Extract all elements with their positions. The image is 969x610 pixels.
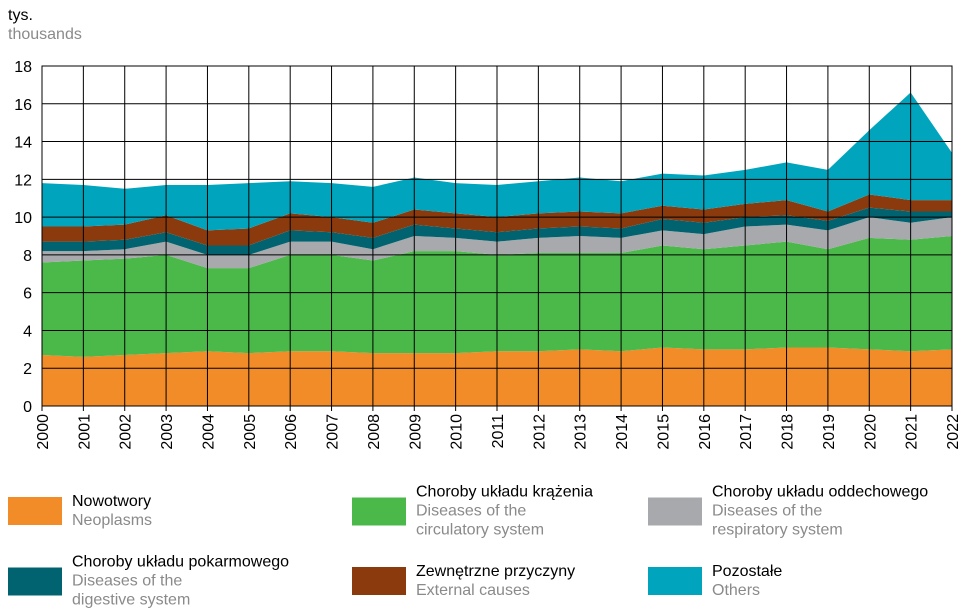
legend-label-en: Others <box>712 582 761 599</box>
legend-swatch <box>648 497 702 525</box>
legend-item: Zewnętrzne przyczyny External causes <box>352 562 581 600</box>
legend-swatch <box>352 567 406 595</box>
legend-label: Choroby układu pokarmowego <box>72 553 290 571</box>
legend-swatch <box>8 497 62 525</box>
chart: tys. thousands 0 2 4 6 8 10 12 14 16 18 2000 2001 20… <box>8 7 962 450</box>
x-tick-label: 2021 <box>904 414 921 450</box>
unit-label-en: thousands <box>8 26 82 43</box>
y-tick-label: 8 <box>23 248 32 265</box>
legend-item: Choroby układu krążenia Diseases of the c… <box>352 483 593 540</box>
x-tick-label: 2022 <box>945 414 962 450</box>
x-tick-label: 2010 <box>449 414 466 450</box>
legend-label: Pozostałe <box>712 563 783 580</box>
area <box>42 92 952 231</box>
y-tick-label: 12 <box>14 172 32 189</box>
x-tick-label: 2011 <box>490 414 507 449</box>
x-tick-label: 2009 <box>407 414 424 450</box>
x-tick-label: 2019 <box>821 414 838 450</box>
plot-border <box>41 65 953 407</box>
legend-item: Nowotwory Neoplasms <box>8 492 237 530</box>
area <box>42 207 952 255</box>
legend-label-en: Diseases of the respiratory system <box>712 502 843 539</box>
x-tick-label: 2013 <box>573 414 590 450</box>
legend-label-en: Neoplasms <box>72 512 153 529</box>
legend-item: Pozostałe Others <box>648 562 877 600</box>
x-tick-label: 2003 <box>159 414 176 450</box>
x-tick-label: 2005 <box>242 414 259 450</box>
x-tick-label: 2016 <box>697 414 714 450</box>
legend-text: Nowotwory Neoplasms <box>72 492 237 530</box>
y-tick-label: 6 <box>23 286 32 303</box>
y-tick-label: 10 <box>14 210 32 227</box>
legend-label: Nowotwory <box>72 493 152 510</box>
x-tick-label: 2007 <box>325 414 342 450</box>
x-tick-label: 2012 <box>531 414 548 450</box>
x-tick-label: 2018 <box>780 414 797 450</box>
legend-text: Choroby układu pokarmowego Diseases of th… <box>72 553 289 610</box>
unit-label: tys. <box>8 7 33 24</box>
x-tick-label: 2020 <box>862 414 879 450</box>
y-tick-label: 2 <box>23 361 32 378</box>
legend-item: Choroby układu pokarmowego Diseases of th… <box>8 553 289 610</box>
x-tick-label: 2002 <box>118 414 135 450</box>
x-tick-label: 2006 <box>283 414 300 450</box>
x-tick-label: 2008 <box>366 414 383 450</box>
legend-label: Zewnętrzne przyczyny <box>416 563 576 580</box>
x-tick-label: 2001 <box>76 414 93 450</box>
legend-swatch <box>352 497 406 525</box>
legend-text: Choroby układu oddechowego Diseases of th… <box>712 483 928 540</box>
legend-label-en: Diseases of the circulatory system <box>416 502 545 539</box>
legend-label-en: Diseases of the digestive system <box>72 572 191 609</box>
legend-text: Choroby układu krążenia Diseases of the c… <box>416 483 593 540</box>
x-tick-label: 2004 <box>200 414 217 450</box>
x-tick-label: 2014 <box>614 414 631 450</box>
y-tick-label: 18 <box>14 59 32 76</box>
y-tick-label: 0 <box>23 399 32 416</box>
legend-text: Zewnętrzne przyczyny External causes <box>416 562 581 600</box>
y-tick-label: 16 <box>14 97 32 114</box>
legend-label-en: External causes <box>416 582 530 599</box>
legend-item: Choroby układu oddechowego Diseases of th… <box>648 483 928 540</box>
y-tick-label: 14 <box>14 135 32 152</box>
x-tick-label: 2015 <box>655 414 672 450</box>
legend-text: Pozostałe Others <box>712 562 877 600</box>
y-tick-label: 4 <box>23 323 32 340</box>
x-tick-label: 2000 <box>35 414 52 450</box>
legend-label: Choroby układu krążenia <box>416 483 593 501</box>
legend-label: Choroby układu oddechowego <box>712 483 929 501</box>
legend-swatch <box>648 567 702 595</box>
legend-swatch <box>8 567 62 595</box>
x-tick-label: 2017 <box>738 414 755 450</box>
